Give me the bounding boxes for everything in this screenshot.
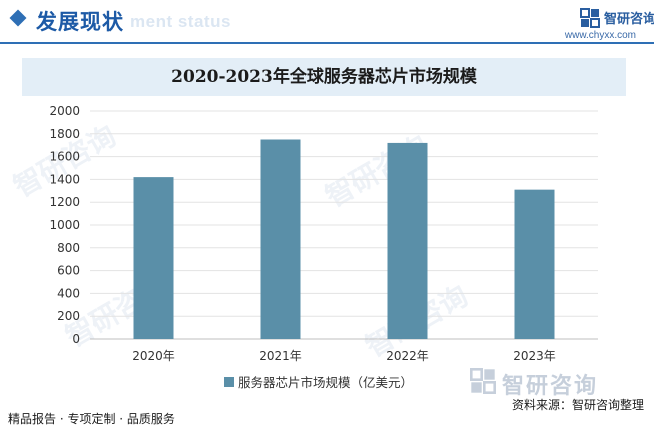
page-header: ment status 发展现状 智研咨询 www.chyxx.com [0,0,654,44]
bar [133,177,174,339]
y-tick-label: 2000 [49,104,80,118]
brand-logo-icon [580,8,600,28]
bar [387,142,428,339]
chart-title: 2020-2023年全球服务器芯片市场规模 [171,67,477,87]
grid-lines [90,110,598,340]
x-tick-label: 2023年 [513,349,556,363]
y-tick-label: 1600 [49,150,80,164]
y-tick-label: 1800 [49,127,80,141]
page-title: 发展现状 [36,10,124,34]
y-tick-label: 1000 [49,218,80,232]
x-tick-label: 2020年 [132,349,175,363]
header-divider [0,42,654,44]
y-tick-label: 400 [57,286,80,300]
footer-brand: 智研咨询 [502,374,599,399]
y-tick-label: 0 [72,332,80,346]
header-watermark: ment status [130,12,231,31]
legend-swatch [224,377,234,387]
footer-logo-icon [470,368,496,394]
legend-label: 服务器芯片市场规模（亿美元） [238,375,413,390]
bar [260,139,301,339]
brand-name: 智研咨询 [604,12,654,27]
bars [133,139,555,339]
y-tick-label: 800 [57,241,80,255]
footer-tagline: 精品报告 · 专项定制 · 品质服务 [8,412,175,426]
x-axis-ticks: 2020年 2021年 2022年 2023年 [132,349,556,363]
y-tick-label: 600 [57,264,80,278]
data-source: 资料来源：智研咨询整理 [511,398,644,412]
y-axis-ticks: 0 200 400 600 800 1000 1200 1400 1600 1800 2000 [49,104,80,346]
bar [514,189,555,339]
brand-url[interactable]: www.chyxx.com [564,30,636,41]
legend: 服务器芯片市场规模（亿美元） [224,375,413,390]
chart-title-band: 2020-2023年全球服务器芯片市场规模 [22,58,626,96]
y-tick-label: 1200 [49,195,80,209]
x-tick-label: 2022年 [386,349,429,363]
x-tick-label: 2021年 [259,349,302,363]
y-tick-label: 1400 [49,172,80,186]
y-tick-label: 200 [57,309,80,323]
